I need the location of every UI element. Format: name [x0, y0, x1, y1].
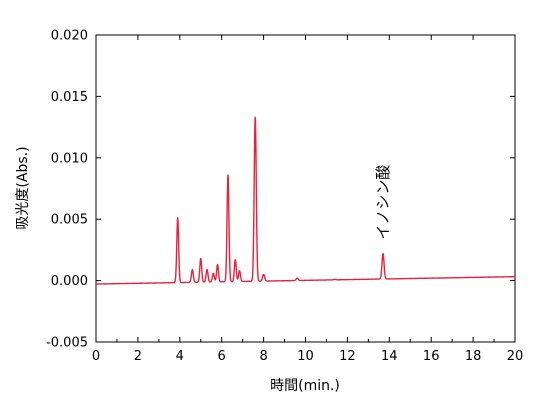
y-tick-label: 0.000 [51, 274, 88, 289]
x-tick-label: 0 [92, 349, 100, 364]
x-tick-label: 10 [297, 349, 314, 364]
chromatogram-trace [95, 116, 516, 285]
y-tick-label: 0.010 [51, 151, 88, 166]
x-tick-label: 4 [176, 349, 184, 364]
x-tick-label: 6 [218, 349, 226, 364]
x-tick-label: 16 [423, 349, 440, 364]
y-tick-label: 0.005 [51, 213, 88, 228]
annotation-inosinic-acid: イノシン酸 [374, 165, 392, 240]
x-tick-label: 2 [134, 349, 142, 364]
x-tick-label: 14 [381, 349, 398, 364]
x-tick-label: 18 [465, 349, 482, 364]
x-tick-label: 12 [339, 349, 356, 364]
plot-frame [95, 34, 516, 343]
y-tick-label: 0.020 [51, 29, 88, 44]
x-tick-label: 20 [507, 349, 524, 364]
y-tick-label: -0.005 [46, 336, 88, 351]
x-axis-title: 時間(min.) [270, 378, 340, 394]
y-axis-title: 吸光度(Abs.) [15, 146, 31, 229]
y-tick-label: 0.015 [51, 90, 88, 105]
x-tick-label: 8 [259, 349, 267, 364]
